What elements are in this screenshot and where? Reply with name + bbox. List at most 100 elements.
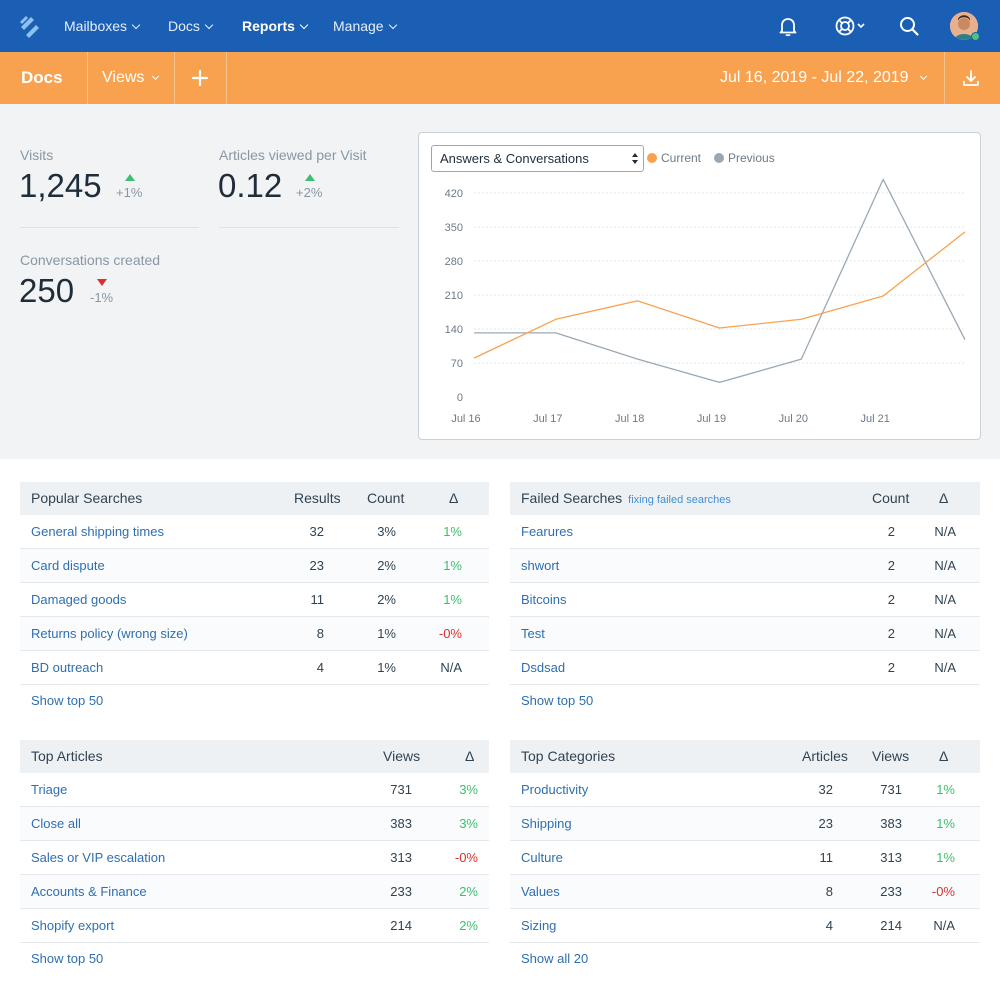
count-cell: 1% xyxy=(377,626,396,641)
top-articles-table: Top Articles Views Δ Triage 731 3% Close al… xyxy=(20,740,489,976)
category-link[interactable]: Values xyxy=(521,884,560,899)
series-line-previous xyxy=(474,178,966,384)
date-range-picker[interactable]: Jul 16, 2019 - Jul 22, 2019 xyxy=(720,52,927,104)
articles-per-visit-delta: +2% xyxy=(296,185,323,200)
category-link[interactable]: Shipping xyxy=(521,816,572,831)
table-header: Top Articles Views Δ xyxy=(20,740,489,773)
col-delta[interactable]: Δ xyxy=(939,490,949,506)
delta-cell: 2% xyxy=(459,884,478,899)
top-categories-table: Top Categories Articles Views Δ Producti… xyxy=(510,740,980,976)
visits-label: Visits xyxy=(20,147,54,163)
plus-icon[interactable] xyxy=(190,68,210,88)
col-count[interactable]: Count xyxy=(367,490,405,506)
bell-icon[interactable] xyxy=(776,14,800,38)
count-cell: 2 xyxy=(887,558,895,573)
views-cell: 383 xyxy=(390,816,412,831)
table-row: shwort 2 N/A xyxy=(510,549,980,583)
legend-previous[interactable]: Previous xyxy=(714,151,775,165)
failed-term-link[interactable]: Test xyxy=(521,626,545,641)
popular-searches-show-link[interactable]: Show top 50 xyxy=(31,693,104,708)
views-cell: 214 xyxy=(880,918,902,933)
nav-mailboxes[interactable]: Mailboxes xyxy=(64,0,141,52)
article-link[interactable]: Shopify export xyxy=(31,918,115,933)
views-label: Views xyxy=(102,69,145,86)
download-icon[interactable] xyxy=(961,68,981,88)
nav-docs[interactable]: Docs xyxy=(168,0,214,52)
search-term-link[interactable]: Damaged goods xyxy=(31,592,127,607)
docs-subnav: Docs Views Jul 16, 2019 - Jul 22, 2019 xyxy=(0,52,1000,104)
category-link[interactable]: Sizing xyxy=(521,918,557,933)
views-cell: 214 xyxy=(390,918,412,933)
metric-select[interactable]: Answers & Conversations xyxy=(431,145,644,172)
col-views[interactable]: Views xyxy=(383,748,421,764)
fixing-failed-searches-link[interactable]: fixing failed searches xyxy=(628,494,731,506)
table-row: Returns policy (wrong size) 8 1% -0% xyxy=(20,617,489,651)
failed-searches-show-link[interactable]: Show top 50 xyxy=(521,693,594,708)
col-articles[interactable]: Articles xyxy=(802,748,848,764)
views-cell: 731 xyxy=(390,782,412,797)
delta-cell: 3% xyxy=(459,782,478,797)
failed-term-link[interactable]: Dsdsad xyxy=(521,660,566,675)
col-results[interactable]: Results xyxy=(294,490,341,506)
article-link[interactable]: Close all xyxy=(31,816,81,831)
search-icon[interactable] xyxy=(897,14,921,38)
y-tick-label: 350 xyxy=(445,222,463,234)
failed-searches-table: Failed Searches fixing failed searches Co… xyxy=(510,482,980,718)
failed-term-link[interactable]: Bitcoins xyxy=(521,592,567,607)
nav-manage-label: Manage xyxy=(333,18,384,34)
article-link[interactable]: Triage xyxy=(31,782,68,797)
lifebuoy-icon[interactable] xyxy=(834,14,868,38)
top-categories-show-link[interactable]: Show all 20 xyxy=(521,951,589,966)
col-delta[interactable]: Δ xyxy=(939,748,949,764)
search-term-link[interactable]: BD outreach xyxy=(31,660,104,675)
delta-cell: N/A xyxy=(934,592,956,607)
search-term-link[interactable]: General shipping times xyxy=(31,524,164,539)
articles-per-visit-value: 0.12 xyxy=(218,167,283,204)
category-link[interactable]: Productivity xyxy=(521,782,589,797)
table-row: Fearures 2 N/A xyxy=(510,515,980,549)
col-delta[interactable]: Δ xyxy=(449,490,459,506)
legend-current[interactable]: Current xyxy=(647,151,701,165)
col-delta[interactable]: Δ xyxy=(465,748,475,764)
results-cell: 4 xyxy=(316,660,324,675)
popular-searches-title: Popular Searches xyxy=(31,490,143,506)
y-tick-label: 420 xyxy=(445,188,463,200)
delta-cell: N/A xyxy=(934,626,956,641)
nav-reports[interactable]: Reports xyxy=(242,0,309,52)
search-term-link[interactable]: Card dispute xyxy=(31,558,105,573)
views-cell: 731 xyxy=(880,782,902,797)
table-row: Close all 383 3% xyxy=(20,807,489,841)
delta-cell: N/A xyxy=(934,660,956,675)
articles-cell: 32 xyxy=(818,782,833,797)
x-tick-label: Jul 17 xyxy=(533,413,562,425)
chevron-down-icon xyxy=(152,72,160,81)
top-articles-show-link[interactable]: Show top 50 xyxy=(31,951,104,966)
table-row: Sizing 4 214 N/A xyxy=(510,909,980,943)
conversations-delta: -1% xyxy=(90,290,114,305)
stat-divider xyxy=(20,227,199,228)
helpscout-logo-icon[interactable] xyxy=(18,14,42,38)
failed-searches-title: Failed Searches xyxy=(521,490,623,506)
article-link[interactable]: Accounts & Finance xyxy=(31,884,147,899)
views-dropdown[interactable]: Views xyxy=(102,52,160,104)
y-tick-label: 70 xyxy=(451,358,463,370)
results-cell: 32 xyxy=(309,524,324,539)
search-term-link[interactable]: Returns policy (wrong size) xyxy=(31,626,188,641)
article-link[interactable]: Sales or VIP escalation xyxy=(31,850,166,865)
delta-cell: 1% xyxy=(936,816,955,831)
count-cell: 3% xyxy=(377,524,396,539)
subnav-divider xyxy=(226,52,227,104)
visits-delta: +1% xyxy=(116,185,143,200)
delta-cell: N/A xyxy=(440,660,462,675)
col-count[interactable]: Count xyxy=(872,490,910,506)
col-views[interactable]: Views xyxy=(872,748,910,764)
category-link[interactable]: Culture xyxy=(521,850,563,865)
chevron-down-icon xyxy=(299,20,309,30)
failed-term-link[interactable]: Fearures xyxy=(521,524,574,539)
delta-cell: 1% xyxy=(936,782,955,797)
delta-cell: -0% xyxy=(931,884,955,899)
trend-up-icon xyxy=(305,174,315,181)
subnav-divider xyxy=(87,52,88,104)
failed-term-link[interactable]: shwort xyxy=(521,558,560,573)
nav-manage[interactable]: Manage xyxy=(333,0,397,52)
